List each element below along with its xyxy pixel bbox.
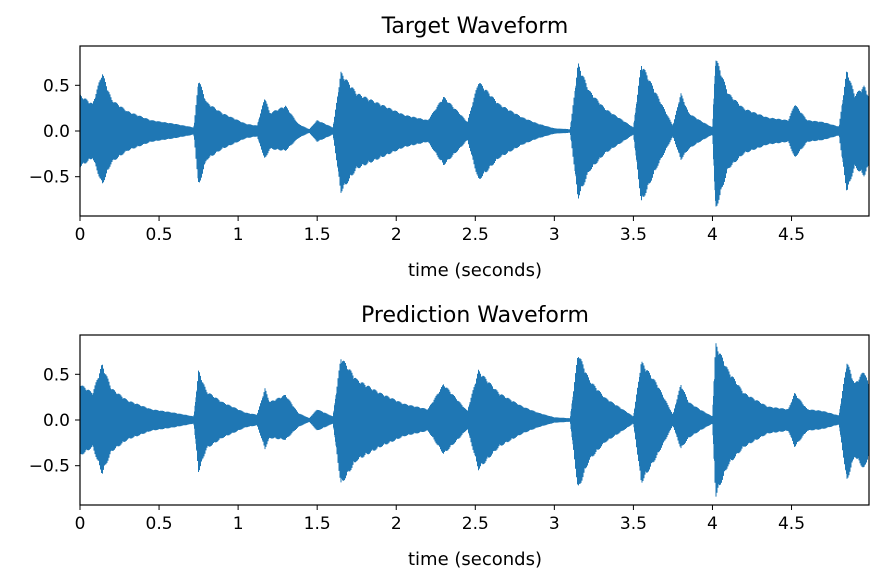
- y-tick-label: −0.5: [29, 168, 70, 188]
- y-tick-label: 0.5: [43, 76, 70, 96]
- x-tick-label: 3.5: [620, 225, 647, 245]
- y-tick-label: 0.0: [43, 411, 70, 431]
- y-tick-label: 0.0: [43, 122, 70, 142]
- x-tick-label: 1: [233, 225, 244, 245]
- x-tick-label: 0.5: [146, 514, 173, 534]
- x-tick-label: 2.5: [462, 225, 489, 245]
- tick-labels: 0 0.5 1 1.5 2 2.5 3 3.5 4 4.5 0.5 0.0 −0.5: [29, 365, 805, 534]
- x-tick-label: 1: [233, 514, 244, 534]
- x-tick-label: 0.5: [146, 225, 173, 245]
- x-tick-label: 3: [549, 514, 560, 534]
- plot-frame: [79, 45, 870, 217]
- x-tick-label: 0: [75, 514, 86, 534]
- x-axis-label: time (seconds): [408, 549, 542, 570]
- x-axis-label: time (seconds): [408, 260, 542, 281]
- tick-labels: 0 0.5 1 1.5 2 2.5 3 3.5 4 4.5 0.5 0.0 −0.5: [29, 76, 805, 245]
- plot-frame: [79, 334, 870, 506]
- x-tick-label: 3: [549, 225, 560, 245]
- x-tick-label: 4.5: [778, 225, 805, 245]
- x-tick-label: 1.5: [304, 225, 331, 245]
- prediction-waveform-plot: Prediction Waveform 0 0.5 1 1.5 2 2.5 3 3.5 4 4.5…: [29, 303, 870, 570]
- y-tick-label: 0.5: [43, 365, 70, 385]
- x-tick-label: 1.5: [304, 514, 331, 534]
- x-tick-label: 3.5: [620, 514, 647, 534]
- x-tick-label: 4: [707, 514, 718, 534]
- plot-title: Target Waveform: [381, 14, 569, 39]
- x-tick-label: 4.5: [778, 514, 805, 534]
- plot-title: Prediction Waveform: [361, 303, 589, 328]
- y-tick-label: −0.5: [29, 457, 70, 477]
- x-tick-label: 0: [75, 225, 86, 245]
- x-tick-label: 2: [391, 514, 402, 534]
- x-tick-label: 2.5: [462, 514, 489, 534]
- x-tick-label: 4: [707, 225, 718, 245]
- target-waveform-plot: Target Waveform 0 0.5 1 1.5 2 2.5 3 3.5 4 4.50.50…: [29, 14, 870, 281]
- x-tick-label: 2: [391, 225, 402, 245]
